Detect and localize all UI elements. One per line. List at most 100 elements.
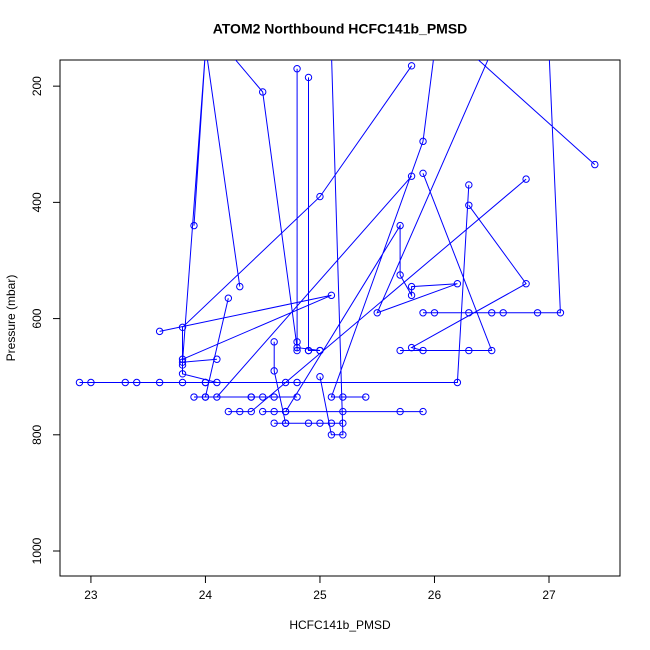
data-point xyxy=(178,361,187,369)
data-point xyxy=(202,48,208,54)
data-point xyxy=(281,378,290,387)
data-point xyxy=(546,48,552,54)
data-point xyxy=(488,309,496,317)
data-point xyxy=(407,282,416,291)
data-point xyxy=(224,294,233,302)
data-point xyxy=(430,309,439,317)
x-tick-label: 23 xyxy=(84,588,98,602)
data-point xyxy=(133,378,141,387)
data-point xyxy=(327,431,336,439)
data-point xyxy=(431,48,437,54)
data-point xyxy=(327,291,336,300)
plot-area xyxy=(75,42,599,439)
data-point xyxy=(258,407,267,416)
data-point xyxy=(281,407,290,416)
data-point xyxy=(419,169,427,178)
data-point xyxy=(396,271,404,279)
data-point xyxy=(224,407,233,416)
x-tick-label: 27 xyxy=(542,588,556,602)
data-point xyxy=(465,309,473,317)
data-point xyxy=(258,88,267,96)
data-point xyxy=(213,393,221,401)
data-point xyxy=(178,370,187,378)
data-point xyxy=(225,48,231,54)
data-point xyxy=(316,192,324,201)
data-point xyxy=(522,280,530,288)
data-point xyxy=(362,393,370,401)
data-point xyxy=(327,393,336,401)
data-point xyxy=(190,221,198,230)
x-tick-label: 24 xyxy=(199,588,213,602)
x-tick-label: 26 xyxy=(428,588,442,602)
data-point xyxy=(236,282,244,291)
y-tick-label: 800 xyxy=(30,424,44,444)
data-point xyxy=(178,355,187,363)
data-point xyxy=(178,378,187,387)
data-point xyxy=(270,393,278,401)
data-point xyxy=(522,175,530,183)
data-point xyxy=(466,48,472,54)
data-point xyxy=(419,309,427,317)
x-axis-title: HCFC141b_PMSD xyxy=(289,618,391,632)
data-point xyxy=(499,309,507,317)
data-point xyxy=(201,378,210,387)
data-point xyxy=(213,355,221,363)
data-point xyxy=(396,221,404,230)
data-point xyxy=(419,137,427,146)
data-point xyxy=(236,407,244,416)
data-point xyxy=(339,393,347,401)
data-point xyxy=(396,346,404,355)
data-point xyxy=(75,378,84,387)
data-point xyxy=(270,407,278,416)
data-point xyxy=(258,393,267,401)
data-point xyxy=(316,419,324,427)
data-point xyxy=(316,372,324,381)
chart-title: ATOM2 Northbound HCFC141b_PMSD xyxy=(213,21,468,37)
data-point xyxy=(270,367,278,375)
data-point xyxy=(293,343,301,352)
data-point xyxy=(270,419,278,427)
data-point xyxy=(270,338,278,346)
data-point xyxy=(489,48,495,54)
data-point xyxy=(155,378,164,387)
data-point xyxy=(465,181,473,189)
data-point xyxy=(407,291,416,300)
data-point xyxy=(327,419,336,427)
data-point xyxy=(407,343,416,352)
data-point xyxy=(591,160,599,169)
data-point xyxy=(293,393,301,401)
data-point xyxy=(419,346,427,355)
data-point xyxy=(533,309,542,317)
data-point xyxy=(419,407,427,416)
data-point xyxy=(339,419,347,427)
data-point xyxy=(339,431,347,439)
data-point xyxy=(293,378,301,387)
data-point xyxy=(339,407,347,416)
data-point xyxy=(304,346,313,355)
data-point xyxy=(121,378,129,387)
data-point xyxy=(304,419,313,427)
data-point xyxy=(304,73,313,82)
data-point xyxy=(316,346,324,355)
x-tick-label: 25 xyxy=(313,588,327,602)
data-point xyxy=(281,419,290,427)
data-point xyxy=(202,42,208,48)
plot-frame xyxy=(59,59,621,577)
data-point xyxy=(465,201,473,209)
y-tick-label: 400 xyxy=(30,192,44,212)
data-point xyxy=(293,338,301,346)
data-point xyxy=(202,48,208,54)
data-point xyxy=(407,62,416,70)
data-point xyxy=(373,309,381,317)
data-point xyxy=(328,48,334,54)
data-point xyxy=(155,327,164,336)
data-point xyxy=(293,346,301,355)
data-point xyxy=(396,407,404,416)
data-point xyxy=(201,393,210,401)
data-point xyxy=(190,393,198,401)
y-axis-title: Pressure (mbar) xyxy=(4,275,18,362)
data-point xyxy=(407,172,416,180)
data-point xyxy=(465,346,473,355)
